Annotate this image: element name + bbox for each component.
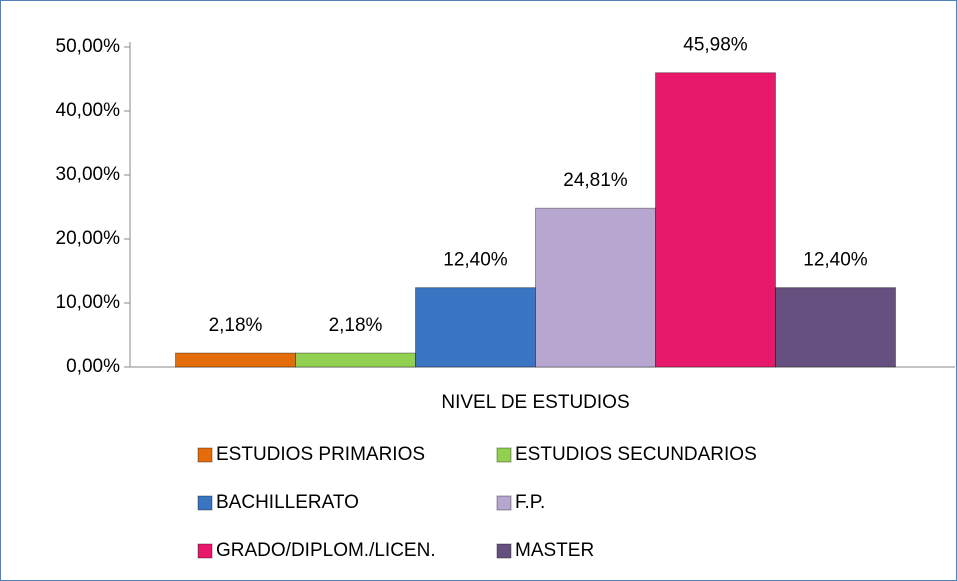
legend-label: MASTER: [515, 540, 594, 561]
y-tick-label: 40,00%: [56, 100, 121, 121]
data-label: 2,18%: [209, 315, 263, 336]
legend-label: BACHILLERATO: [216, 492, 359, 513]
legend-swatch: [496, 447, 512, 463]
legend-swatch: [197, 543, 213, 559]
legend-label: ESTUDIOS PRIMARIOS: [216, 444, 425, 465]
legend-label: F.P.: [515, 492, 545, 513]
y-tick-label: 10,00%: [56, 292, 121, 313]
data-label: 24,81%: [563, 170, 628, 191]
y-tick-label: 20,00%: [56, 228, 121, 249]
legend-label: GRADO/DIPLOM./LICEN.: [216, 540, 436, 561]
data-label: 12,40%: [443, 250, 508, 271]
legend-label: ESTUDIOS SECUNDARIOS: [515, 444, 757, 465]
bar: [175, 352, 296, 368]
data-label: 45,98%: [683, 35, 748, 56]
legend-swatch: [496, 543, 512, 559]
data-label: 2,18%: [329, 315, 383, 336]
bar: [535, 207, 656, 368]
legend-swatch: [197, 447, 213, 463]
legend-swatch: [197, 495, 213, 511]
bar: [775, 287, 896, 368]
y-tick-label: 50,00%: [56, 36, 121, 57]
y-tick-label: 0,00%: [66, 356, 120, 377]
bar: [655, 72, 776, 368]
bar: [415, 287, 536, 368]
legend-swatch: [496, 495, 512, 511]
data-label: 12,40%: [803, 250, 868, 271]
y-tick-label: 30,00%: [56, 164, 121, 185]
bar: [295, 352, 416, 368]
x-axis-category-label: NIVEL DE ESTUDIOS: [441, 392, 629, 413]
